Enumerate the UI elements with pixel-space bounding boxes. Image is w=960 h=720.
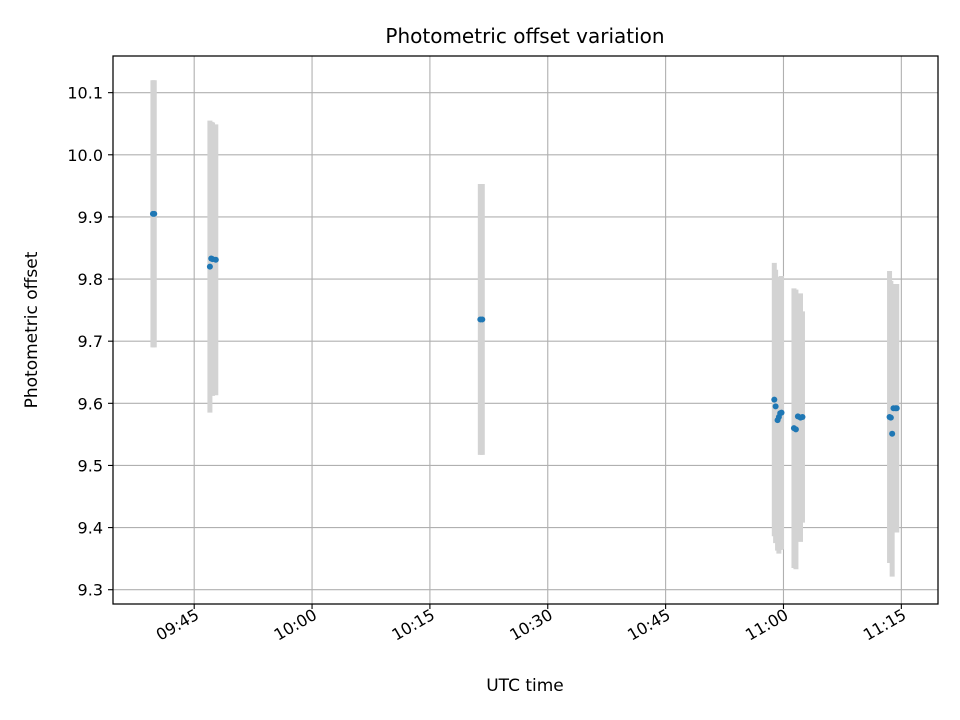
data-point <box>893 405 900 412</box>
y-tick-label: 9.6 <box>78 394 103 413</box>
data-point <box>772 403 779 410</box>
data-point <box>151 210 158 217</box>
data-point <box>479 316 486 323</box>
y-tick-label: 9.8 <box>78 270 103 289</box>
data-point <box>771 396 778 403</box>
data-point <box>889 430 896 437</box>
y-tick-label: 9.4 <box>78 519 103 538</box>
data-point <box>792 426 799 433</box>
data-point <box>887 414 894 421</box>
data-point <box>799 413 806 420</box>
data-point <box>212 256 219 263</box>
y-tick-label: 10.1 <box>67 84 103 103</box>
y-tick-label: 9.5 <box>78 456 103 475</box>
x-axis-label: UTC time <box>486 676 564 696</box>
y-tick-label: 10.0 <box>67 146 103 165</box>
chart-title: Photometric offset variation <box>385 24 664 48</box>
data-point <box>206 263 213 270</box>
plot-frame <box>112 55 939 605</box>
data-point <box>778 409 785 416</box>
y-tick-label: 9.9 <box>78 208 103 227</box>
data-points <box>149 210 900 437</box>
y-tick-label: 9.7 <box>78 332 103 351</box>
y-tick-label: 9.3 <box>78 581 103 600</box>
y-axis-label: Photometric offset <box>22 251 42 408</box>
